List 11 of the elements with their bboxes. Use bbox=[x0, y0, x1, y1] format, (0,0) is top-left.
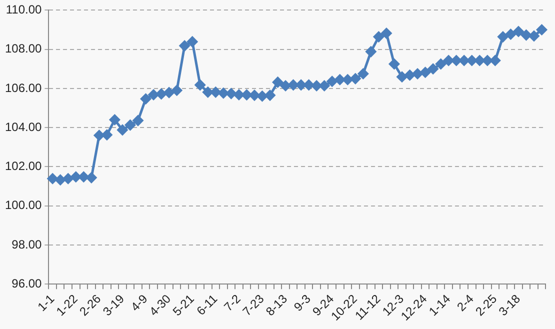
y-tick-label: 96.00 bbox=[12, 276, 42, 290]
y-tick-label: 102.00 bbox=[5, 159, 42, 174]
y-tick-label: 108.00 bbox=[5, 42, 42, 56]
y-tick-label: 98.00 bbox=[12, 237, 42, 252]
x-tick-label: 9-3 bbox=[291, 292, 314, 314]
y-tick-label: 104.00 bbox=[5, 120, 42, 134]
x-tick-label: 1-1 bbox=[34, 292, 58, 314]
y-tick-label: 106.00 bbox=[5, 80, 42, 95]
y-tick-label: 100.00 bbox=[5, 198, 42, 212]
y-tick-label: 110.00 bbox=[6, 2, 42, 17]
x-tick-label: 2-4 bbox=[454, 292, 477, 314]
